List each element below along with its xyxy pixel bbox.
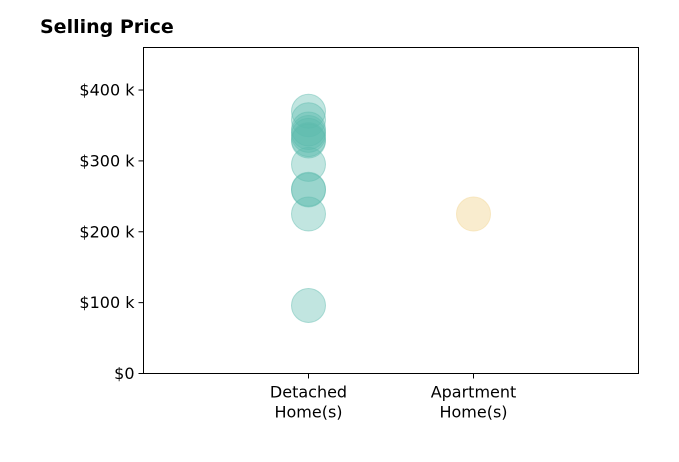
y-tick-label: $300 k: [79, 151, 135, 170]
x-axis: Detached Home(s) Apartment Home(s): [270, 373, 517, 422]
data-point: [291, 146, 326, 182]
data-point: [291, 111, 326, 147]
y-tick-label: $400 k: [79, 81, 135, 100]
data-point: [291, 93, 326, 129]
data-point: [291, 122, 326, 158]
x-tick-label: Detached Home(s): [270, 383, 347, 422]
data-point: [291, 171, 326, 207]
plot-frame: [143, 47, 639, 374]
data-point: [291, 196, 326, 232]
data-point: [291, 117, 326, 153]
y-tick-label: $200 k: [79, 222, 135, 241]
x-tick-label: Apartment Home(s): [431, 383, 517, 422]
y-axis: $0 $100 k $200 k $300 k $400 k: [79, 81, 144, 383]
y-tick-label: $100 k: [79, 293, 135, 312]
data-point: [291, 172, 326, 208]
data-point: [291, 102, 326, 138]
data-point: [291, 115, 326, 151]
data-point: [456, 196, 491, 232]
data-point: [291, 123, 326, 159]
chart-title: Selling Price: [40, 16, 174, 38]
points-layer: [291, 93, 491, 323]
data-point: [291, 287, 326, 323]
y-tick-label: $0: [114, 364, 134, 383]
